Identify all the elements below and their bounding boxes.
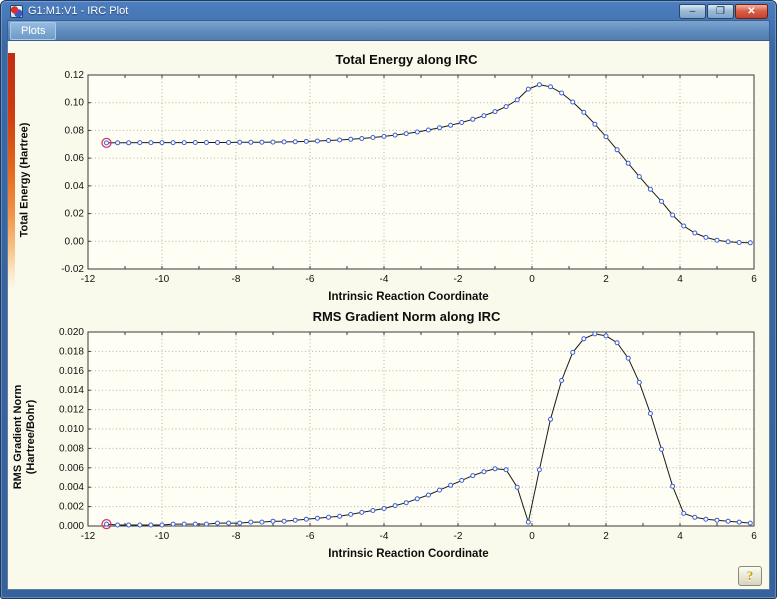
- svg-text:0.008: 0.008: [59, 443, 84, 454]
- y-axis-label-energy: Total Energy (Hartree): [18, 122, 31, 238]
- x-axis-label-gradient: Intrinsic Reaction Coordinate: [328, 548, 489, 560]
- close-button[interactable]: ✕: [735, 3, 768, 19]
- svg-text:-12: -12: [81, 274, 96, 285]
- svg-text:6: 6: [751, 274, 757, 285]
- svg-text:-4: -4: [380, 274, 389, 285]
- svg-text:2: 2: [603, 531, 609, 542]
- svg-text:-10: -10: [155, 274, 170, 285]
- svg-text:0.04: 0.04: [65, 181, 85, 192]
- y-axis-label-gradient-wrap: RMS Gradient Norm (Hartree/Bohr): [8, 326, 42, 548]
- total-energy-chart: Total Energy along IRC Total Energy (Har…: [8, 49, 769, 304]
- svg-text:4: 4: [677, 274, 683, 285]
- minimize-button[interactable]: –: [679, 3, 706, 19]
- svg-text:-2: -2: [454, 531, 463, 542]
- energy-colorbar: [8, 53, 15, 291]
- svg-text:2: 2: [603, 274, 609, 285]
- svg-text:-10: -10: [155, 531, 170, 542]
- rms-gradient-chart: RMS Gradient Norm along IRC RMS Gradient…: [8, 306, 769, 561]
- svg-text:0.00: 0.00: [65, 236, 85, 247]
- help-icon: ?: [746, 568, 754, 583]
- svg-text:0: 0: [529, 531, 535, 542]
- window-title: G1:M1:V1 - IRC Plot: [28, 5, 129, 17]
- svg-text:0.002: 0.002: [59, 502, 84, 513]
- minimize-icon: –: [689, 5, 696, 17]
- svg-text:0.016: 0.016: [59, 366, 84, 377]
- svg-text:-0.02: -0.02: [61, 264, 84, 275]
- svg-text:0.12: 0.12: [65, 70, 85, 81]
- gradient-plot-area: -12 -10 -8 -6 -4 -2 0 2 4 6 0.000 0.002 0.004 0.006 0.…: [59, 327, 757, 542]
- svg-text:6: 6: [751, 531, 757, 542]
- svg-text:-4: -4: [380, 531, 389, 542]
- app-icon: [10, 4, 23, 18]
- svg-text:0.014: 0.014: [59, 385, 84, 396]
- svg-text:0.08: 0.08: [65, 125, 85, 136]
- chart-title-gradient: RMS Gradient Norm along IRC: [312, 309, 501, 324]
- titlebar[interactable]: G1:M1:V1 - IRC Plot – ❐ ✕: [7, 0, 770, 20]
- svg-text:0.018: 0.018: [59, 346, 84, 357]
- y-axis-label-gradient: RMS Gradient Norm (Hartree/Bohr): [11, 384, 37, 490]
- svg-text:-6: -6: [306, 531, 315, 542]
- svg-text:0.010: 0.010: [59, 424, 84, 435]
- svg-text:0.020: 0.020: [59, 327, 84, 338]
- svg-text:0.10: 0.10: [65, 98, 85, 109]
- maximize-button[interactable]: ❐: [707, 3, 734, 19]
- window-controls: – ❐ ✕: [679, 3, 768, 19]
- svg-text:-8: -8: [232, 274, 241, 285]
- maximize-icon: ❐: [716, 5, 725, 17]
- menubar: Plots: [7, 20, 770, 41]
- svg-text:-8: -8: [232, 531, 241, 542]
- svg-text:0.006: 0.006: [59, 463, 84, 474]
- svg-text:0.000: 0.000: [59, 521, 84, 532]
- x-axis-label-energy: Intrinsic Reaction Coordinate: [328, 291, 489, 303]
- energy-plot-area: -12 -10 -8 -6 -4 -2 0 2 4 6 -0.02 0.00 0.02 0.04 0.06 0…: [61, 70, 757, 285]
- y-axis-label-energy-wrap: Total Energy (Hartree): [8, 69, 42, 291]
- svg-text:0.012: 0.012: [59, 405, 84, 416]
- svg-text:0.004: 0.004: [59, 482, 84, 493]
- svg-text:0: 0: [529, 274, 535, 285]
- close-icon: ✕: [747, 5, 756, 17]
- svg-text:4: 4: [677, 531, 683, 542]
- menu-plots[interactable]: Plots: [10, 21, 57, 40]
- svg-text:-6: -6: [306, 274, 315, 285]
- svg-text:-2: -2: [454, 274, 463, 285]
- plot-panel: Total Energy along IRC Total Energy (Har…: [7, 41, 770, 590]
- help-button[interactable]: ?: [738, 566, 762, 586]
- svg-text:0.02: 0.02: [65, 209, 85, 220]
- chart-title-energy: Total Energy along IRC: [335, 52, 478, 67]
- svg-text:-12: -12: [81, 531, 96, 542]
- svg-text:0.06: 0.06: [65, 153, 85, 164]
